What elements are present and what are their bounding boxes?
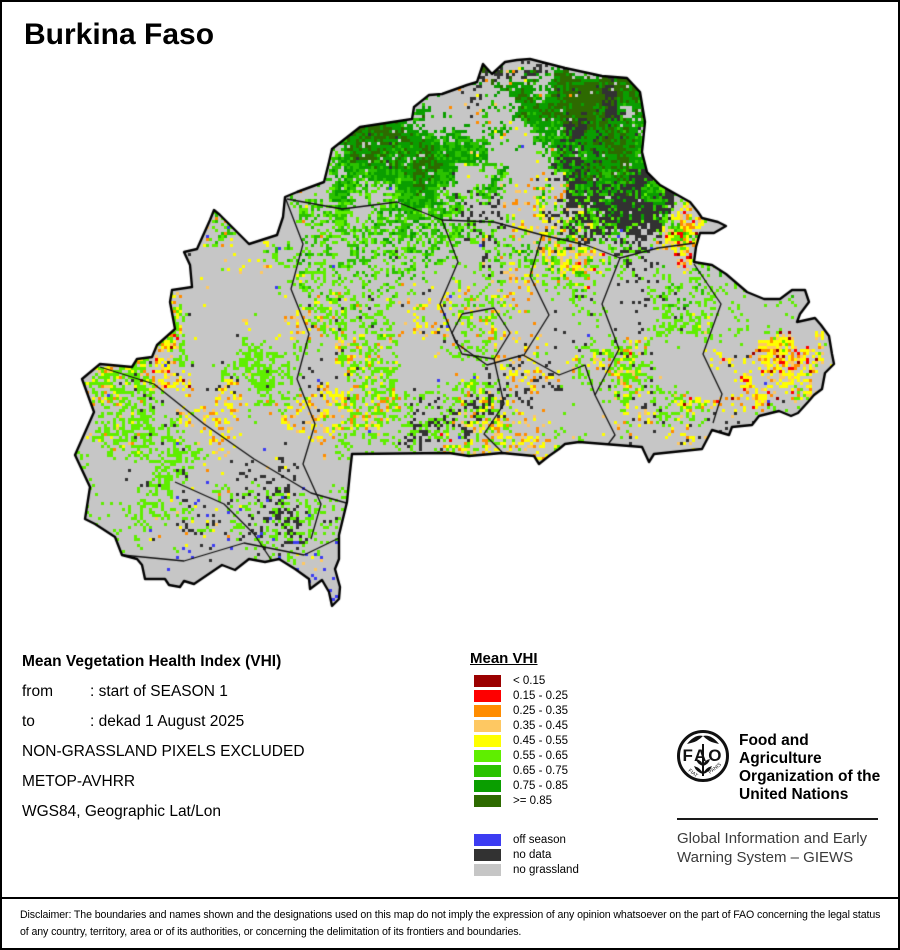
fao-organization-name: Food and Agriculture Organization of the U… [739,732,881,803]
legend-swatch [474,674,501,687]
info-heading: Mean Vegetation Health Index (VHI) [22,653,282,670]
legend-label: 0.15 - 0.25 [513,689,568,702]
info-line: to: dekad 1 August 2025 [22,713,245,730]
legend-swatch [474,794,501,807]
legend-title: Mean VHI [470,650,538,667]
page-title: Burkina Faso [24,18,215,51]
legend-swatch [474,689,501,702]
legend-row: 0.15 - 0.25 [470,688,660,703]
legend-label: 0.25 - 0.35 [513,704,568,717]
legend-row: no data [470,847,660,862]
giews-label: Global Information and Early Warning Syst… [677,830,868,866]
disclaimer-footer: Disclaimer: The boundaries and names sho… [2,897,898,948]
legend-label: >= 0.85 [513,794,553,807]
legend-label: 0.35 - 0.45 [513,719,568,732]
vhi-raster-map [62,52,852,652]
legend-row: 0.55 - 0.65 [470,748,660,763]
legend-gap [470,808,660,832]
legend-label: no data [513,848,552,861]
legend-swatch [474,833,501,846]
legend-row: 0.25 - 0.35 [470,703,660,718]
map-info-block: Mean Vegetation Health Index (VHI) from:… [22,651,452,831]
info-period-lines: from: start of SEASON 1 to: dekad 1 Augus… [22,681,452,741]
legend-row: no grassland [470,862,660,877]
legend-extra-rows: off season no data no grassland [470,832,660,877]
legend-label: 0.45 - 0.55 [513,734,568,747]
legend-row: >= 0.85 [470,793,660,808]
legend-swatch [474,719,501,732]
legend-swatch [474,749,501,762]
fao-logo-icon: FAO FIAT PANIS [677,730,729,782]
legend-swatch [474,848,501,861]
info-note: WGS84, Geographic Lat/Lon [22,803,222,820]
info-line: from: start of SEASON 1 [22,683,228,700]
legend-row: 0.65 - 0.75 [470,763,660,778]
fao-logo-motto-left: FIAT [687,768,699,779]
legend-swatch [474,704,501,717]
legend-swatch [474,863,501,876]
fao-branding-block: FAO FIAT PANIS Food and Agriculture Organ… [677,730,887,867]
legend-label: < 0.15 [513,674,546,687]
legend-swatch [474,734,501,747]
legend-label: 0.65 - 0.75 [513,764,568,777]
vhi-legend: Mean VHI < 0.15 0.15 - 0.25 0.25 - 0.35 0.3… [470,650,660,877]
legend-row: 0.75 - 0.85 [470,778,660,793]
fao-divider [677,818,878,820]
legend-swatch [474,779,501,792]
legend-row: off season [470,832,660,847]
legend-label: 0.55 - 0.65 [513,749,568,762]
info-note: NON-GRASSLAND PIXELS EXCLUDED [22,743,305,760]
info-note-lines: NON-GRASSLAND PIXELS EXCLUDED METOP-AVHRR… [22,741,452,831]
disclaimer-text: Disclaimer: The boundaries and names sho… [20,909,881,938]
legend-class-rows: < 0.15 0.15 - 0.25 0.25 - 0.35 0.35 - 0.45 0… [470,673,660,808]
info-note: METOP-AVHRR [22,773,136,790]
legend-row: < 0.15 [470,673,660,688]
legend-row: 0.45 - 0.55 [470,733,660,748]
legend-row: 0.35 - 0.45 [470,718,660,733]
legend-label: no grassland [513,863,579,876]
legend-swatch [474,764,501,777]
legend-label: off season [513,833,566,846]
legend-label: 0.75 - 0.85 [513,779,568,792]
